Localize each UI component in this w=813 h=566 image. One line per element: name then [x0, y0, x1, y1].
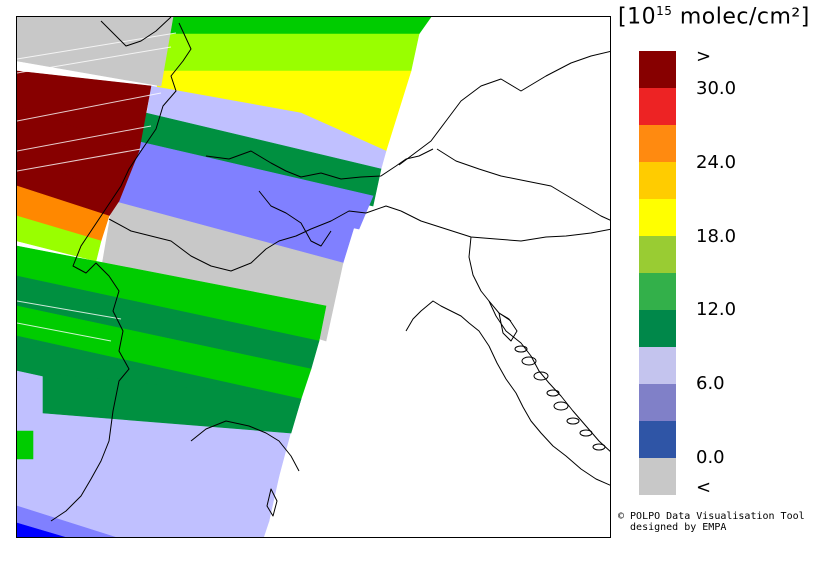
island — [521, 356, 537, 366]
legend-label: > — [696, 46, 712, 67]
legend-swatch — [639, 88, 676, 126]
island — [514, 345, 528, 353]
coast-adriatic-east — [488, 300, 610, 452]
legend-swatch — [639, 347, 676, 385]
island — [553, 401, 569, 411]
credit-line-2: designed by EMPA — [618, 522, 727, 533]
swath-band — [17, 505, 116, 537]
border-france-west — [50, 22, 192, 522]
legend-title: [1015 molec/cm²] — [618, 4, 810, 29]
legend-title-prefix: [10 — [618, 4, 657, 30]
island — [579, 429, 593, 437]
legend-colorbar — [639, 51, 676, 495]
swath-band — [168, 17, 432, 35]
coast-istria — [498, 312, 518, 342]
legend-swatch — [639, 236, 676, 274]
scan-line — [17, 300, 122, 320]
border-alps — [108, 205, 402, 272]
border-slovenia — [468, 236, 512, 322]
legend-title-exponent: 15 — [656, 4, 673, 18]
map-canvas — [17, 17, 610, 537]
border-swiss-north — [205, 148, 434, 180]
legend-label: 18.0 — [696, 226, 737, 247]
border-inner — [258, 190, 332, 247]
border-central-east — [436, 148, 610, 221]
swath-band — [17, 17, 174, 87]
legend-label: < — [696, 477, 712, 498]
legend-swatch — [639, 421, 676, 459]
legend-label: 30.0 — [696, 78, 737, 99]
swath-band — [160, 33, 420, 72]
island — [546, 389, 560, 397]
country-borders — [50, 17, 610, 522]
scan-line — [17, 322, 112, 342]
data-swath — [17, 17, 432, 537]
legend-swatch — [639, 384, 676, 422]
legend-swatch — [639, 199, 676, 237]
credit-line-1: © POLPO Data Visualisation Tool — [618, 511, 805, 522]
swath-band — [17, 522, 66, 537]
scan-line — [17, 92, 162, 122]
island — [592, 443, 606, 451]
legend-label: 24.0 — [696, 152, 737, 173]
credit-text: © POLPO Data Visualisation Tool designed… — [618, 511, 805, 533]
scan-line — [17, 148, 142, 172]
legend-swatch — [639, 273, 676, 311]
legend-title-suffix: molec/cm²] — [672, 4, 810, 30]
legend-swatch — [639, 310, 676, 348]
scan-line — [17, 32, 177, 60]
legend-label: 12.0 — [696, 299, 737, 320]
swath-band — [42, 372, 302, 434]
coast-corsica — [266, 488, 278, 517]
coast-adriatic-west — [405, 300, 610, 486]
scan-line — [17, 46, 172, 74]
legend-label: 6.0 — [696, 373, 725, 394]
border-north-west — [100, 17, 172, 47]
legend-label: 0.0 — [696, 447, 725, 468]
legend-swatch — [639, 125, 676, 163]
border-austria-italy — [400, 210, 610, 242]
island — [566, 417, 580, 425]
legend-swatch — [639, 51, 676, 89]
scan-line — [17, 125, 152, 152]
coast-liguria — [190, 420, 300, 472]
legend-swatch — [639, 162, 676, 200]
island — [533, 371, 549, 381]
coastline — [190, 300, 610, 517]
map-panel[interactable] — [16, 16, 611, 538]
legend-swatch — [639, 458, 676, 495]
border-north-east — [398, 50, 610, 166]
swath-band — [17, 430, 34, 460]
